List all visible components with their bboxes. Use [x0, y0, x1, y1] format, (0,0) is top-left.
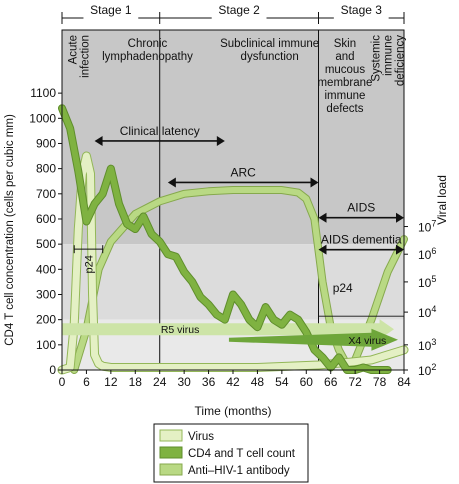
y2-tick-label-5: 107: [418, 219, 436, 235]
period-arrows: Clinical latency ARC AIDS AIDS dementia: [94, 124, 404, 255]
y-tick-label-8: 800: [36, 162, 56, 176]
y-tick-label-7: 700: [36, 187, 56, 201]
y2-tick-label-3: 105: [418, 274, 436, 290]
y-tick-label-5: 500: [36, 237, 56, 251]
phase-line: immune: [325, 90, 366, 102]
period-arrow-left: [318, 244, 327, 255]
period-arrow-right: [396, 212, 404, 223]
period-arrow-right: [396, 244, 404, 255]
period-arrow-left: [318, 212, 327, 223]
x-tick-label-5: 30: [177, 375, 191, 389]
axes: 0 6 12 18 24 30 36 42 48 54 60 66 72 78 84 0 100 200 300 40…: [29, 29, 436, 389]
period-arrow-left: [167, 177, 176, 188]
stage-label-2: Stage 2: [218, 3, 260, 17]
period-label: Clinical latency: [120, 124, 200, 138]
x-tick-label-11: 66: [324, 375, 338, 389]
x-tick-label-3: 18: [129, 375, 143, 389]
y-tick-label-1: 100: [36, 338, 56, 352]
phase-line: infection: [79, 35, 91, 78]
legend: Virus CD4 and T cell count Anti–HIV-1 anti…: [153, 423, 309, 483]
x-tick-label-10: 60: [300, 375, 314, 389]
phase-line: Systemic: [371, 35, 383, 82]
legend-swatch-3: [159, 463, 183, 476]
phase-line: and: [335, 51, 354, 63]
period-1: Clinical latency: [94, 124, 225, 146]
phase-line: membrane: [317, 77, 372, 89]
y2-tick-label-1: 103: [418, 337, 436, 353]
legend-swatch-2: [159, 446, 183, 459]
y-tick-label-9: 900: [36, 136, 56, 150]
x-tick-label-8: 48: [251, 375, 265, 389]
stage-label-3: Stage 3: [341, 3, 383, 17]
phase-label-1: Acute infection: [67, 35, 91, 78]
stage-label-bg-3: [333, 6, 389, 20]
y-tick-label-10: 1000: [29, 111, 56, 125]
stage-label-1: Stage 1: [90, 3, 132, 17]
x-tick-label-9: 54: [275, 375, 289, 389]
y-tick-label-3: 300: [36, 287, 56, 301]
x-tick-label-1: 6: [83, 375, 90, 389]
x-tick-label-12: 72: [348, 375, 362, 389]
x-tick-label-14: 84: [397, 375, 411, 389]
x-tick-label-0: 0: [59, 375, 66, 389]
x-tick-label-7: 42: [226, 375, 240, 389]
p24-late-label: p24: [333, 281, 353, 295]
period-4: AIDS dementia: [318, 233, 404, 255]
phase-line: mucous: [325, 64, 366, 76]
y-axis-label: CD4 T cell concentration (cells per cubi…: [4, 114, 16, 346]
y-tick-label-11: 1100: [30, 86, 56, 100]
phase-line: defects: [326, 103, 363, 115]
phase-line: Subclinical immune: [220, 38, 319, 50]
y-tick-label-0: 0: [49, 363, 56, 377]
r5-virus-label: R5 virus: [161, 324, 200, 336]
x-tick-label-2: 12: [104, 375, 118, 389]
period-label: AIDS dementia: [321, 233, 402, 247]
phase-line: dysfunction: [241, 51, 299, 63]
legend-label-3: Anti–HIV-1 antibody: [188, 465, 290, 477]
y-tick-label-6: 600: [36, 212, 56, 226]
period-arrow-left: [94, 135, 103, 146]
x4-virus-arrow: [228, 328, 398, 351]
x-tick-label-4: 24: [153, 375, 167, 389]
p24-annotations: p24 p24: [73, 245, 404, 317]
phase-line: Acute: [67, 35, 79, 64]
x-tick-label-13: 78: [373, 375, 387, 389]
stage-label-bg-2: [211, 6, 267, 20]
period-label: AIDS: [347, 201, 375, 215]
phase-label-5: Systemic immune deficiency: [371, 35, 407, 86]
legend-label-2: CD4 and T cell count: [188, 448, 296, 460]
phase-line: Chronic: [128, 38, 168, 50]
y2-axis-label: Viral load: [435, 175, 449, 225]
virus-line: [58, 152, 408, 374]
period-label: ARC: [231, 165, 257, 179]
phase-line: lymphadenopathy: [102, 51, 193, 63]
phase-line: immune: [383, 35, 395, 76]
y-tick-label-2: 200: [36, 313, 56, 327]
y-tick-label-4: 400: [36, 262, 56, 276]
x-tick-label-6: 36: [202, 375, 216, 389]
period-arrow-right: [216, 135, 225, 146]
x-axis-label: Time (months): [195, 404, 272, 418]
cd4-line: [59, 105, 391, 373]
period-arrow-right: [310, 177, 319, 188]
legend-swatch-1: [159, 429, 183, 442]
phase-line: Skin: [334, 38, 356, 50]
y2-tick-label-0: 102: [418, 362, 436, 378]
y2-tick-label-2: 104: [418, 304, 436, 320]
series-layer: R5 virus X4 virus: [57, 104, 409, 375]
legend-label-1: Virus: [188, 431, 214, 443]
y2-tick-label-4: 106: [418, 246, 436, 262]
x4-virus-label: X4 virus: [348, 335, 386, 347]
period-3: AIDS: [318, 201, 404, 223]
period-2: ARC: [167, 165, 319, 188]
stage-label-bg-1: [83, 6, 139, 20]
phase-line: deficiency: [395, 35, 407, 86]
p24-acute-label: p24: [83, 255, 95, 273]
